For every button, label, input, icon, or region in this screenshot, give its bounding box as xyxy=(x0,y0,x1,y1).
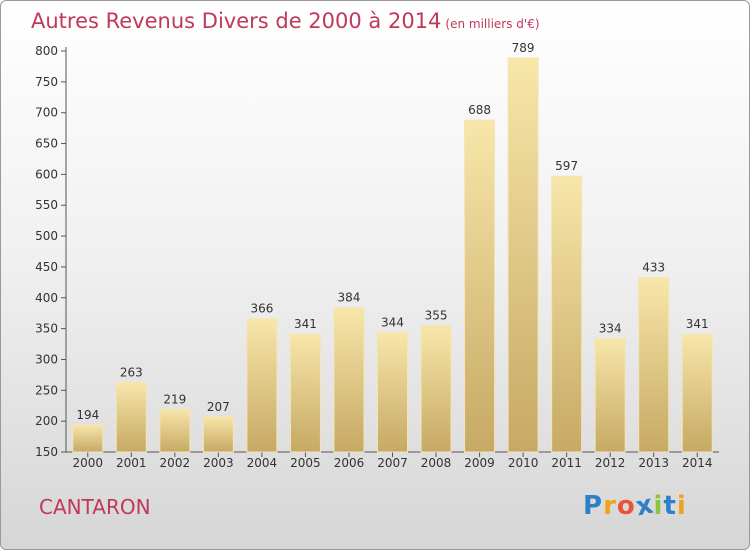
y-tick-label: 750 xyxy=(35,75,58,89)
bar xyxy=(638,276,670,453)
bar xyxy=(72,424,104,453)
x-tick-label: 2005 xyxy=(290,456,321,470)
x-tick-label: 2006 xyxy=(334,456,365,470)
bar xyxy=(159,408,191,453)
x-tick-label: 2014 xyxy=(682,456,713,470)
bar xyxy=(420,325,452,453)
bar xyxy=(681,333,713,453)
bar xyxy=(377,331,408,453)
axes: 150 200 250 300 350 400 450 500 550 600 650 700 750 8… xyxy=(35,44,719,470)
x-tick-label: 2012 xyxy=(595,456,626,470)
data-label: 366 xyxy=(250,302,273,316)
bar xyxy=(289,333,321,453)
data-label: 597 xyxy=(555,159,578,173)
data-label: 344 xyxy=(381,315,404,329)
y-tick-label: 200 xyxy=(35,414,58,428)
logo-letter: t xyxy=(663,491,677,521)
chart-title: Autres Revenus Divers de 2000 à 2014 (en … xyxy=(31,9,540,33)
data-label: 263 xyxy=(120,365,143,379)
bar xyxy=(333,307,365,453)
data-label: 789 xyxy=(512,41,535,55)
logo-letter: i xyxy=(653,491,664,521)
bars xyxy=(72,57,713,453)
data-labels: 194 263 219 207 366 341 384 344 355 688 789 597 334 4… xyxy=(76,41,708,422)
x-tick-label: 2004 xyxy=(247,456,278,470)
place-name: CANTARON xyxy=(39,495,151,519)
x-tick-label: 2009 xyxy=(464,456,495,470)
bar xyxy=(551,175,583,453)
y-tick-label: 250 xyxy=(35,383,58,397)
x-tick-label: 2011 xyxy=(551,456,582,470)
data-label: 355 xyxy=(425,309,448,323)
data-label: 384 xyxy=(338,291,361,305)
data-label: 207 xyxy=(207,400,230,414)
x-tick-label: 2001 xyxy=(116,456,147,470)
x-tick-label: 2013 xyxy=(638,456,669,470)
y-tick-label: 150 xyxy=(35,445,58,459)
bar xyxy=(115,381,147,453)
logo-letter: o xyxy=(616,491,636,521)
data-label: 341 xyxy=(686,317,709,331)
data-label: 334 xyxy=(599,321,622,335)
y-tick-label: 350 xyxy=(35,322,58,336)
x-tick-label: 2003 xyxy=(203,456,234,470)
bar xyxy=(246,318,278,453)
bar xyxy=(594,337,626,453)
x-tick-label: 2002 xyxy=(160,456,191,470)
y-tick-label: 400 xyxy=(35,291,58,305)
data-label: 194 xyxy=(76,408,99,422)
y-tick-label: 650 xyxy=(35,137,58,151)
y-tick-label: 450 xyxy=(35,260,58,274)
x-tick-label: 2010 xyxy=(508,456,539,470)
logo-letter: i xyxy=(676,491,687,521)
bar xyxy=(464,119,496,453)
bar xyxy=(202,416,234,453)
proxiti-logo[interactable]: Proxiti xyxy=(583,489,687,522)
y-tick-label: 700 xyxy=(35,106,58,120)
x-tick-label: 2000 xyxy=(72,456,103,470)
y-tick-label: 300 xyxy=(35,352,58,366)
y-tick-label: 500 xyxy=(35,229,58,243)
data-label: 219 xyxy=(163,392,186,406)
bar xyxy=(507,57,539,453)
logo-letter: r xyxy=(603,491,617,521)
y-tick-label: 600 xyxy=(35,167,58,181)
data-label: 341 xyxy=(294,317,317,331)
y-tick-label: 550 xyxy=(35,198,58,212)
logo-letter: P xyxy=(583,491,604,521)
x-tick-label: 2007 xyxy=(377,456,408,470)
data-label: 433 xyxy=(642,260,665,274)
y-tick-label: 800 xyxy=(35,44,58,58)
chart-subtitle: (en milliers d'€) xyxy=(445,17,540,31)
data-label: 688 xyxy=(468,103,491,117)
title-text: Autres Revenus Divers de 2000 à 2014 xyxy=(31,9,442,33)
x-tick-label: 2008 xyxy=(421,456,452,470)
